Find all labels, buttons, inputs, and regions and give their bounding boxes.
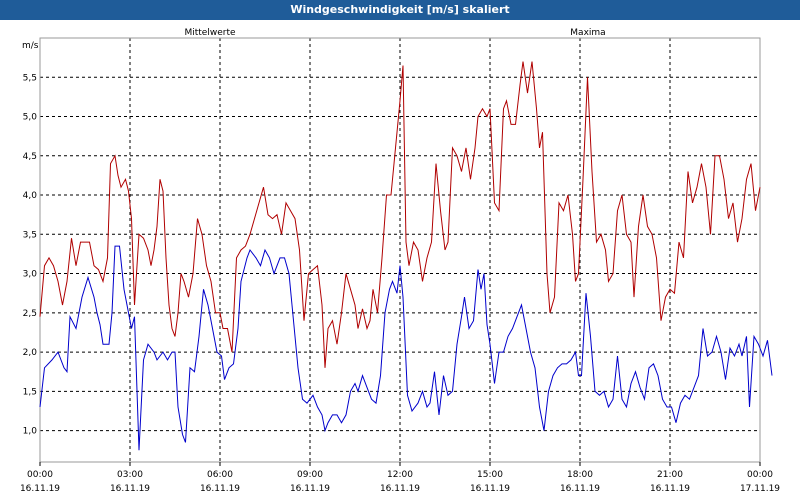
x-tick-time: 06:00 bbox=[207, 470, 233, 480]
series-line-maxima bbox=[39, 61, 761, 368]
y-tick-label: 4,0 bbox=[23, 191, 38, 201]
x-tick-date: 17.11.19 bbox=[740, 484, 780, 494]
y-tick-label: 5,5 bbox=[23, 73, 37, 83]
x-tick-time: 15:00 bbox=[477, 470, 503, 480]
y-tick-label: 1,0 bbox=[23, 427, 38, 437]
y-axis-ticks: 1,0 1,5 2,0 2,5 3,0 3,5 4,0 4,5 5,0 5,5 bbox=[23, 73, 38, 436]
x-tick-date: 16.11.19 bbox=[290, 484, 330, 494]
x-tick-date: 16.11.19 bbox=[200, 484, 240, 494]
x-tick-time: 12:00 bbox=[387, 470, 413, 480]
y-tick-label: 2,5 bbox=[23, 309, 37, 319]
x-tick-time: 18:00 bbox=[567, 470, 593, 480]
y-tick-label: 5,0 bbox=[23, 113, 38, 123]
y-tick-label: 4,5 bbox=[23, 152, 37, 162]
y-tick-label: 3,0 bbox=[23, 270, 38, 280]
x-tick-time: 00:00 bbox=[27, 470, 53, 480]
series-layer bbox=[39, 61, 773, 451]
series-line-mittelwerte bbox=[39, 245, 773, 451]
legend-maxima: Maxima bbox=[570, 28, 605, 38]
x-tick-date: 16.11.19 bbox=[380, 484, 420, 494]
y-tick-label: 3,5 bbox=[23, 230, 37, 240]
legend-mittelwerte: Mittelwerte bbox=[184, 28, 235, 38]
x-tick-date: 16.11.19 bbox=[110, 484, 150, 494]
x-tick-date: 16.11.19 bbox=[470, 484, 510, 494]
x-tick-date: 16.11.19 bbox=[650, 484, 690, 494]
x-tick-time: 00:00 bbox=[747, 470, 773, 480]
x-tick-date: 16.11.19 bbox=[20, 484, 60, 494]
x-tick-time: 21:00 bbox=[657, 470, 683, 480]
y-axis-label: m/s bbox=[22, 41, 39, 51]
grid-lines bbox=[40, 38, 760, 462]
x-tick-date: 16.11.19 bbox=[560, 484, 600, 494]
y-tick-label: 1,5 bbox=[23, 387, 37, 397]
x-tick-time: 09:00 bbox=[297, 470, 323, 480]
x-axis-ticks: 00:00 16.11.19 03:00 16.11.19 06:00 16.11.19 0… bbox=[20, 462, 780, 494]
window-title: Windgeschwindigkeit [m/s] skaliert bbox=[0, 0, 800, 20]
x-tick-time: 03:00 bbox=[117, 470, 143, 480]
y-tick-label: 2,0 bbox=[23, 348, 38, 358]
